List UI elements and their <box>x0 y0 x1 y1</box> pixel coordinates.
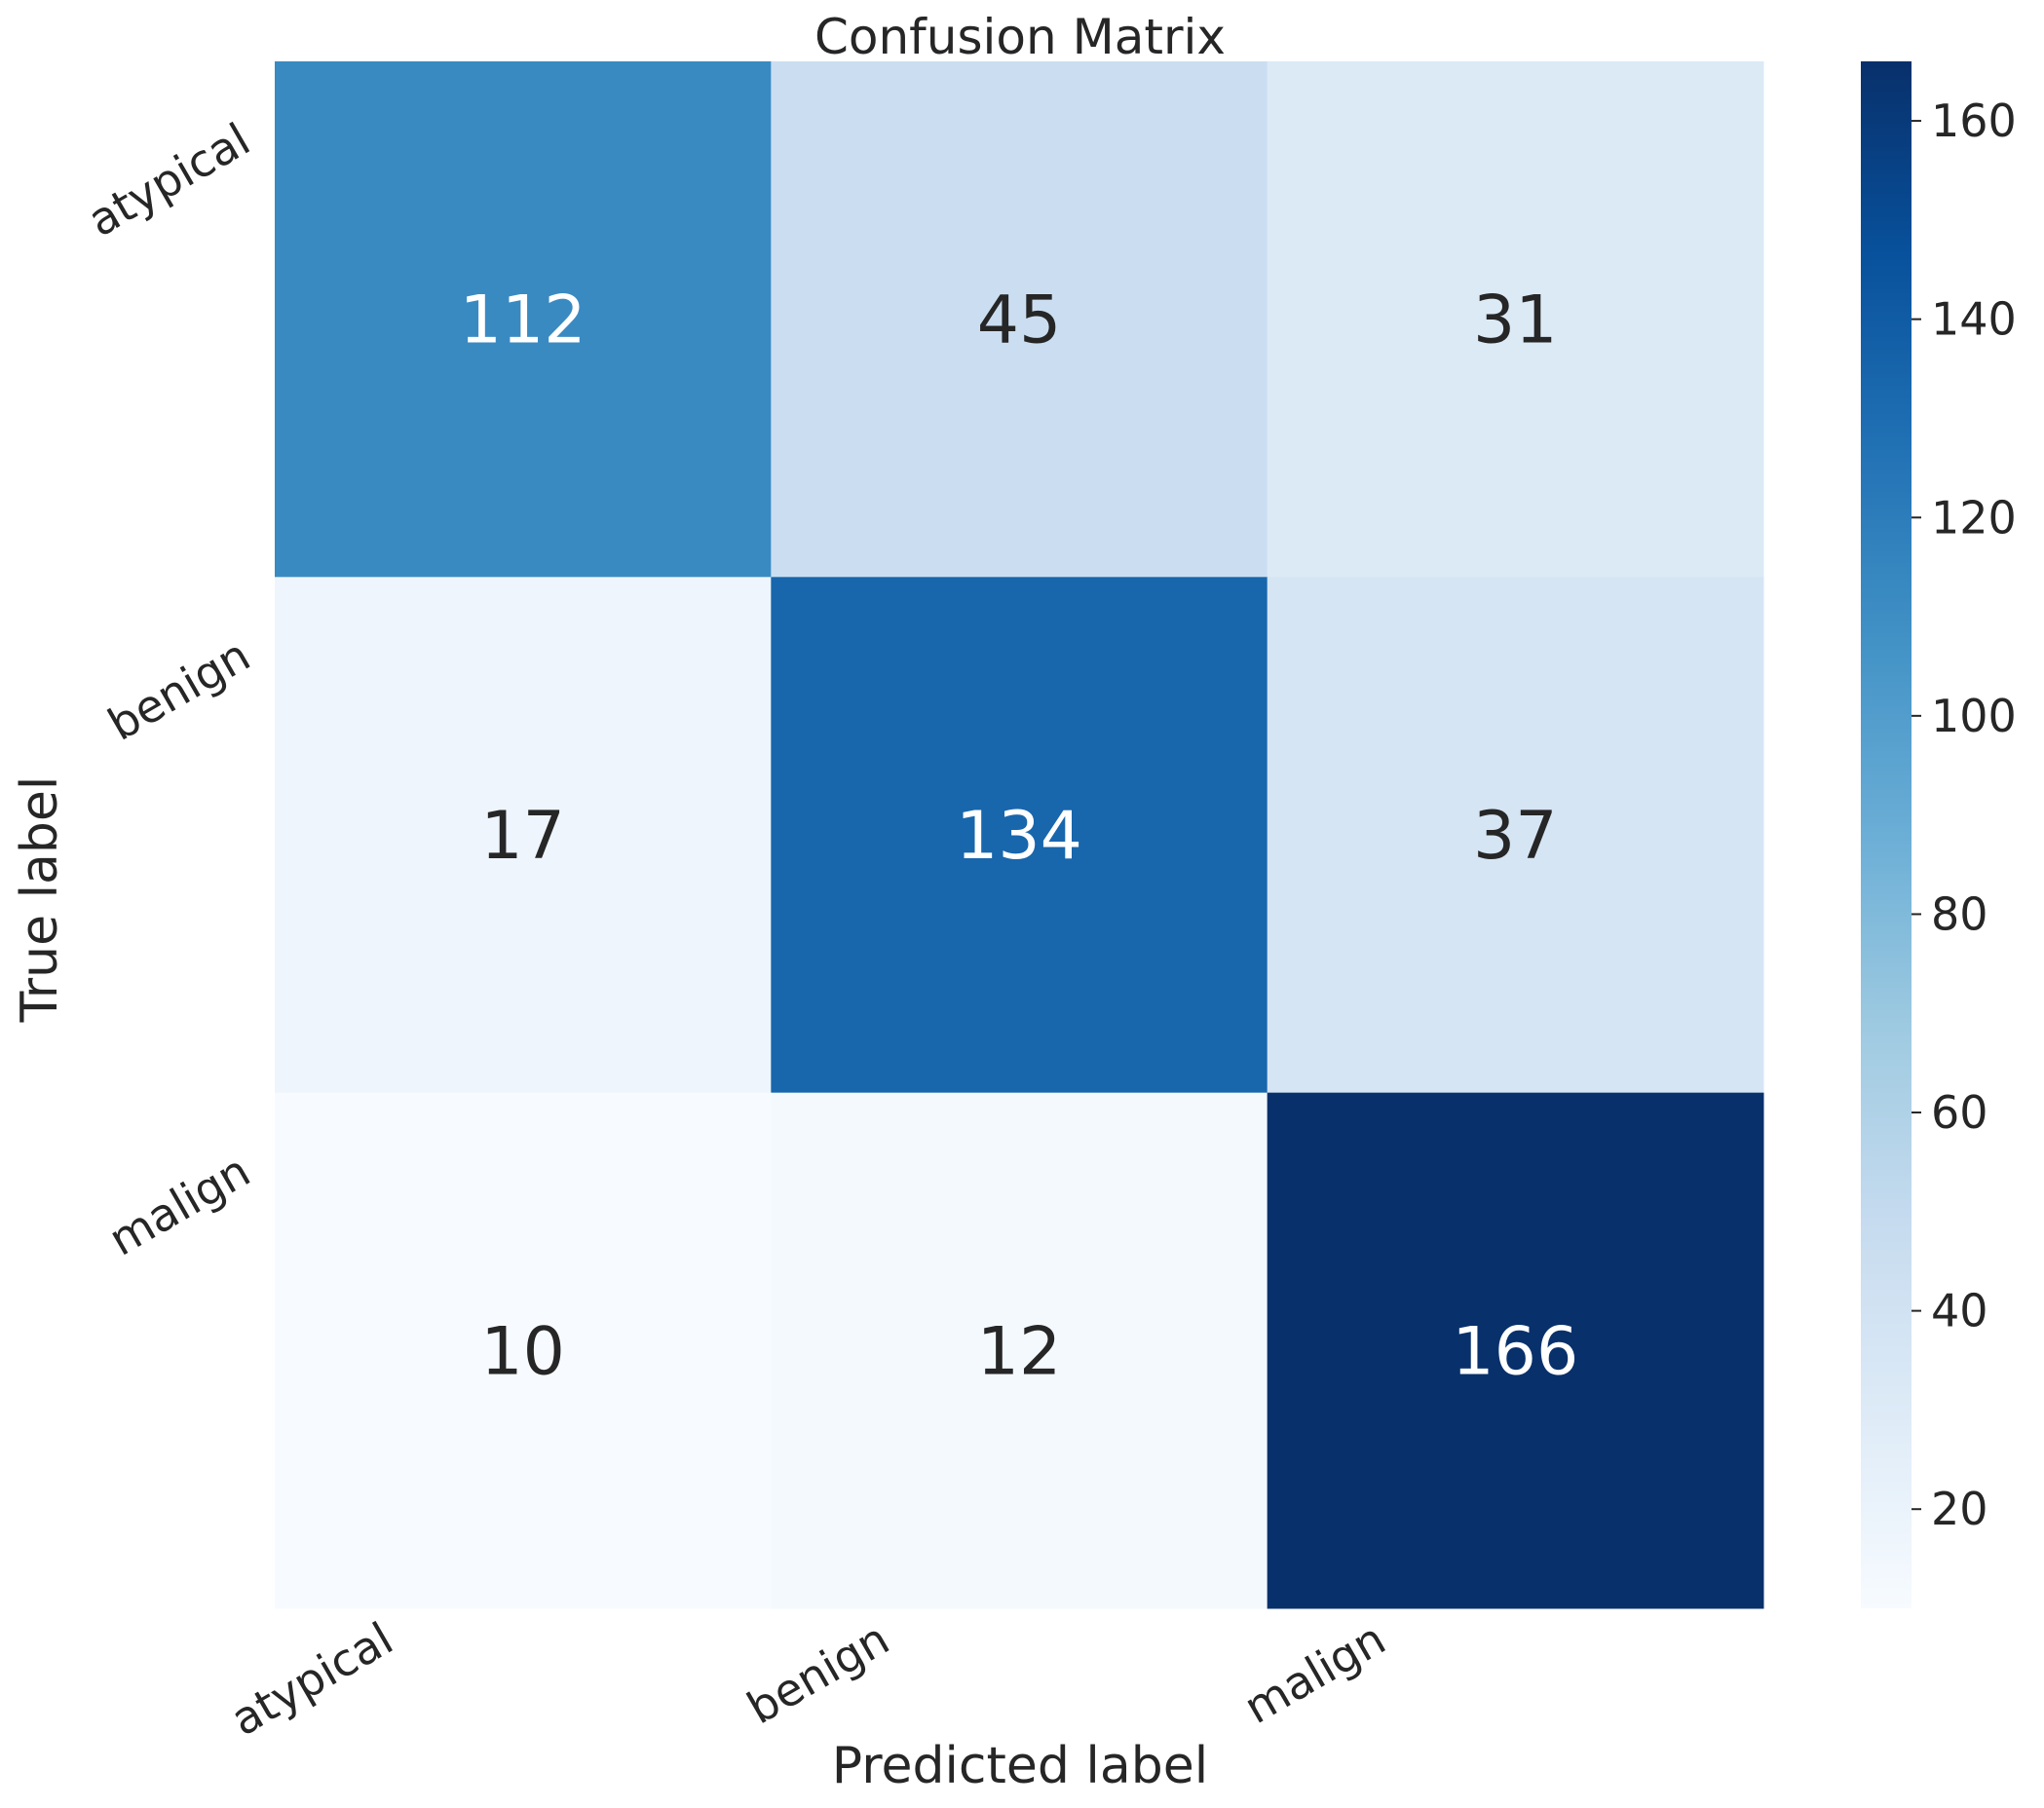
colorbar-tick-label: 120 <box>1931 491 2017 544</box>
heatmap-cell <box>771 577 1268 1094</box>
x-axis-tick-labels: atypical benign malign <box>222 1612 1394 1747</box>
heatmap-cell-value: 166 <box>1452 1313 1578 1390</box>
x-tick-label: malign <box>1235 1612 1394 1734</box>
heatmap-cell <box>771 61 1268 578</box>
heatmap-cell-value: 112 <box>460 282 587 359</box>
heatmap-cell <box>275 577 772 1094</box>
x-axis-label: Predicted label <box>832 1737 1208 1795</box>
colorbar <box>1861 61 1912 1608</box>
y-tick-label: atypical <box>79 113 258 247</box>
heatmap-cell-value: 134 <box>956 798 1082 875</box>
heatmap-cell-value: 17 <box>480 798 565 875</box>
heatmap-cell <box>275 61 772 578</box>
colorbar-tick-label: 100 <box>1931 690 2017 742</box>
x-tick-label: atypical <box>222 1612 401 1747</box>
colorbar-tick-label: 20 <box>1931 1483 1988 1535</box>
heatmap-cell <box>275 1092 772 1609</box>
heatmap-cell-value: 45 <box>977 282 1062 359</box>
colorbar-ticks: 20 40 60 80 100 120 140 160 <box>1912 94 2017 1535</box>
x-tick-label: benign <box>738 1612 898 1735</box>
heatmap-cell <box>1267 1092 1764 1609</box>
colorbar-tick-label: 80 <box>1931 887 1988 940</box>
colorbar-tick-label: 40 <box>1931 1285 1988 1337</box>
colorbar-tick-label: 140 <box>1931 293 2017 346</box>
heatmap-cell-value: 31 <box>1473 282 1558 359</box>
heatmap-cell-value: 10 <box>480 1313 565 1390</box>
colorbar-tick-label: 60 <box>1931 1086 1988 1139</box>
heatmap-cell-labels: 112 45 31 17 134 37 10 12 166 <box>460 282 1578 1391</box>
heatmap-cell <box>1267 61 1764 578</box>
y-tick-label: malign <box>100 1144 259 1265</box>
y-tick-label: benign <box>99 628 259 751</box>
heatmap-cell-value: 37 <box>1473 798 1558 875</box>
colorbar-tick-label: 160 <box>1931 94 2017 147</box>
heatmap-cell-value: 12 <box>977 1313 1062 1390</box>
chart-title: Confusion Matrix <box>814 9 1226 65</box>
heatmap-cells <box>275 61 1764 1609</box>
y-axis-tick-labels: atypical benign malign <box>79 113 258 1266</box>
y-axis-label: True label <box>11 776 69 1024</box>
heatmap-cell <box>1267 577 1764 1094</box>
heatmap-cell <box>771 1092 1268 1609</box>
